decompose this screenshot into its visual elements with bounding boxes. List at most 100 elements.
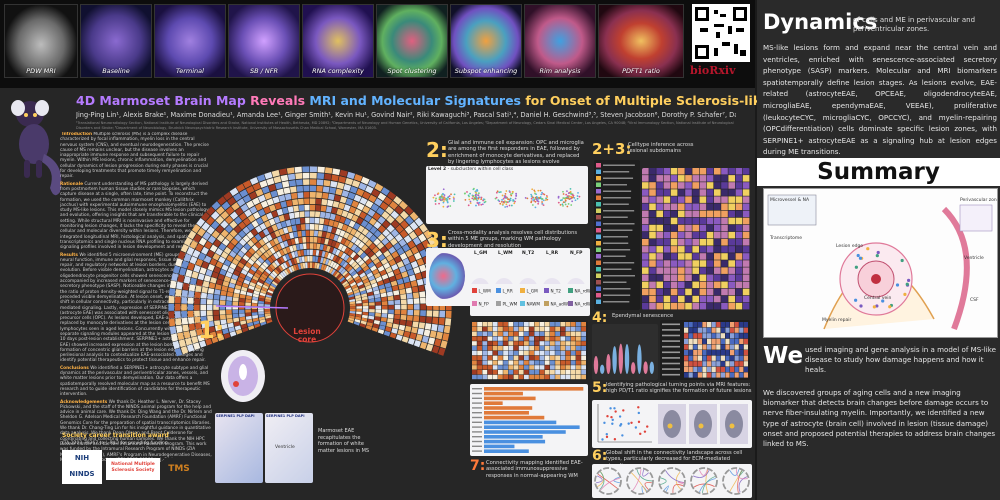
spot-cell (649, 217, 656, 225)
circos-cell (239, 298, 246, 303)
qr-code[interactable] (692, 4, 750, 62)
ms-society-logo[interactable]: National Multiple Sclerosis Society (106, 458, 160, 480)
legend-swatch (596, 221, 601, 226)
circos-cell (269, 239, 276, 247)
circos-cell (365, 200, 374, 209)
circos-cell (218, 256, 226, 264)
circos-cell (315, 204, 321, 211)
umap-point (498, 191, 501, 194)
gene-heat-cell (492, 336, 498, 341)
senescence-cell (743, 350, 748, 356)
circos-cell (251, 244, 259, 252)
spot-cell (728, 253, 735, 260)
gene-heat-cell (529, 370, 534, 375)
gene-heat-cell (576, 322, 581, 327)
spot-cell (742, 239, 750, 246)
tms-logo[interactable]: TMS (164, 458, 194, 480)
circos-cell (286, 267, 291, 274)
circos-cell (310, 230, 314, 237)
circos-cell (368, 298, 375, 303)
umap-point (530, 197, 533, 200)
circos-cell (326, 266, 332, 273)
gene-heat-cell (513, 336, 519, 341)
spot-cell (678, 253, 685, 260)
circos-cell (348, 279, 355, 285)
circos-cell (362, 311, 369, 316)
section-2plus3-title: Celltype inference across lesional subdo… (628, 142, 694, 155)
legend-text-line (603, 262, 635, 264)
gene-heat-cell (492, 346, 498, 351)
umap-point (469, 202, 472, 204)
circos-cell (394, 205, 404, 215)
circos-cell (402, 244, 410, 252)
circos-cell (342, 270, 348, 277)
circos-cell (369, 305, 375, 310)
spot-cell (678, 168, 685, 175)
circos-cell (315, 256, 319, 263)
spot-cell (692, 189, 699, 196)
circos-cell (344, 263, 351, 270)
scatter-point (611, 422, 614, 425)
circos-cell (405, 216, 414, 225)
circos-cell (358, 259, 365, 266)
circos-cell (219, 295, 227, 301)
circos-cell (213, 310, 220, 316)
biorxiv-logo[interactable]: bioRxiv (690, 64, 736, 77)
circos-cell (408, 255, 416, 263)
violin (612, 346, 617, 374)
gene-heat-column (472, 322, 586, 380)
circos-cell (375, 309, 382, 314)
circos-cell (362, 191, 371, 200)
spot-cell (656, 182, 663, 189)
legend-swatch (596, 228, 601, 233)
gene-heat-cell (472, 370, 477, 375)
senescence-cell (693, 350, 698, 356)
circos-cell (284, 269, 289, 276)
scatter-point (603, 421, 606, 425)
circos-cell (237, 262, 245, 269)
circos-cell (444, 318, 452, 326)
gene-heat-cell (555, 374, 560, 380)
senescence-cell (684, 338, 689, 344)
senescence-cell (688, 361, 693, 367)
circos-cell (283, 213, 290, 221)
circos-cell (344, 247, 351, 254)
circos-cell (193, 342, 201, 350)
circos-cell (356, 311, 362, 315)
umap-point (482, 198, 485, 201)
circos-cell (442, 332, 450, 341)
section-1-micro-a-label: SERPINE1 PLP DAPI (216, 414, 255, 418)
circos-cell (241, 286, 248, 292)
circos-cell (381, 211, 390, 220)
spot-cell (663, 175, 671, 182)
circos-cell (367, 318, 374, 324)
legend-swatch (596, 293, 601, 298)
umap-point (499, 202, 502, 205)
chord-link (701, 476, 716, 493)
senescence-cell (743, 338, 748, 344)
circos-cell (410, 280, 418, 287)
circos-cell (194, 304, 200, 311)
gene-heat-cell (524, 331, 529, 336)
circos-cell (390, 210, 400, 220)
circos-cell (239, 294, 246, 299)
circos-cell (439, 310, 446, 318)
circos-cell (293, 258, 298, 265)
senescence-cell (743, 322, 748, 328)
senescence-cell (739, 327, 744, 333)
circos-cell (217, 273, 225, 281)
me-legend-label: L_RR (503, 289, 513, 294)
bar-label-line (472, 426, 482, 428)
circos-cell (219, 300, 226, 306)
umap-point (481, 203, 484, 206)
circos-cell (294, 166, 302, 173)
title-part-c: MRI and Molecular Signatures (309, 93, 521, 108)
nih-ninds-logo[interactable]: NIH NINDS (62, 450, 102, 484)
umap-point (480, 203, 483, 206)
me-legend-label: N_T2 (551, 289, 562, 294)
gene-heat-cell (570, 336, 576, 341)
circos-cell (246, 223, 255, 231)
gene-heat-cell (487, 350, 493, 356)
spot-cell (714, 260, 721, 267)
